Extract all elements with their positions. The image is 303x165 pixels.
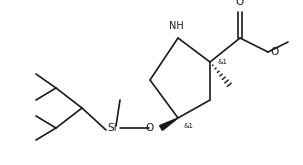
- Text: Si: Si: [107, 123, 117, 133]
- Polygon shape: [160, 118, 178, 130]
- Text: &1: &1: [184, 123, 194, 129]
- Text: NH: NH: [169, 21, 183, 31]
- Text: O: O: [146, 123, 154, 133]
- Text: O: O: [270, 47, 278, 57]
- Text: &1: &1: [217, 59, 227, 65]
- Text: O: O: [236, 0, 244, 7]
